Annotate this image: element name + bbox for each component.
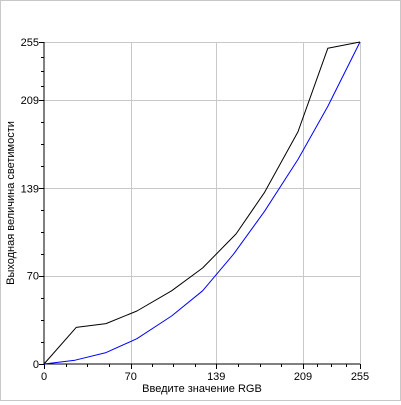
grid-lines	[44, 42, 361, 364]
axes	[43, 42, 360, 365]
x-axis-label: Введите значение RGB	[142, 383, 262, 395]
x-tick-labels: 0 70 139 209 255	[41, 371, 369, 383]
series-line-black	[43, 41, 361, 365]
series-line-blue	[43, 41, 361, 365]
x-tick-label: 255	[351, 371, 369, 383]
minor-ticks	[39, 42, 361, 369]
y-tick-label: 139	[21, 183, 39, 195]
y-tick-label: 70	[27, 271, 39, 283]
y-axis-label: Выходная величина светимости	[5, 121, 17, 285]
series-lines	[43, 41, 361, 365]
y-tick-label: 209	[21, 95, 39, 107]
y-tick-label: 255	[21, 37, 39, 49]
x-tick-label: 70	[125, 371, 137, 383]
y-tick-label: 0	[33, 359, 39, 371]
x-tick-label: 139	[207, 371, 225, 383]
x-tick-label: 209	[294, 371, 312, 383]
x-tick-label: 0	[41, 371, 47, 383]
y-tick-labels: 0 70 139 209 255	[21, 37, 39, 371]
